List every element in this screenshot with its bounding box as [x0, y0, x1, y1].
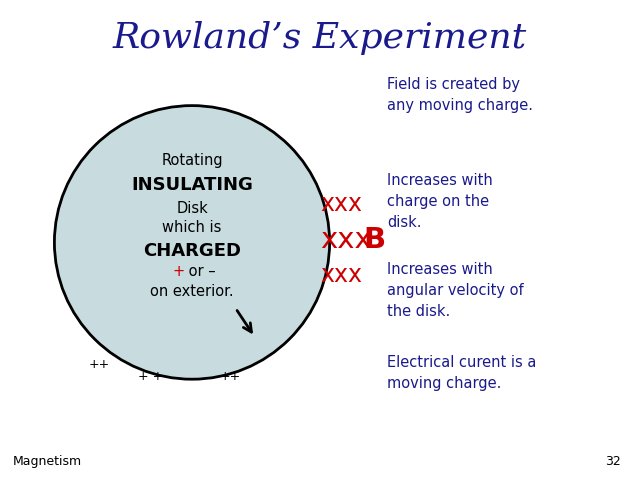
- Text: INSULATING: INSULATING: [131, 176, 253, 194]
- Text: Rotating: Rotating: [161, 153, 223, 168]
- Text: + +: + +: [138, 370, 163, 384]
- Text: Electrical curent is a
moving charge.: Electrical curent is a moving charge.: [387, 355, 536, 391]
- Text: on exterior.: on exterior.: [150, 284, 234, 299]
- Text: Increases with
angular velocity of
the disk.: Increases with angular velocity of the d…: [387, 262, 524, 319]
- Text: 32: 32: [605, 455, 621, 468]
- Text: CHARGED: CHARGED: [143, 241, 241, 260]
- Text: or –: or –: [184, 264, 216, 279]
- Ellipse shape: [54, 106, 330, 379]
- Text: B: B: [364, 226, 386, 254]
- Text: Disk: Disk: [176, 201, 208, 216]
- Text: xxx: xxx: [320, 192, 362, 216]
- Text: ++: ++: [220, 370, 241, 384]
- Text: +: +: [172, 264, 184, 279]
- Text: Increases with
charge on the
disk.: Increases with charge on the disk.: [387, 173, 493, 230]
- Text: Rowland’s Experiment: Rowland’s Experiment: [113, 22, 527, 55]
- Text: ++: ++: [88, 358, 110, 372]
- Text: Field is created by
any moving charge.: Field is created by any moving charge.: [387, 77, 533, 113]
- Text: xxx: xxx: [320, 263, 362, 287]
- Text: Magnetism: Magnetism: [13, 455, 82, 468]
- Text: xxx: xxx: [320, 226, 372, 254]
- Text: which is: which is: [163, 220, 221, 236]
